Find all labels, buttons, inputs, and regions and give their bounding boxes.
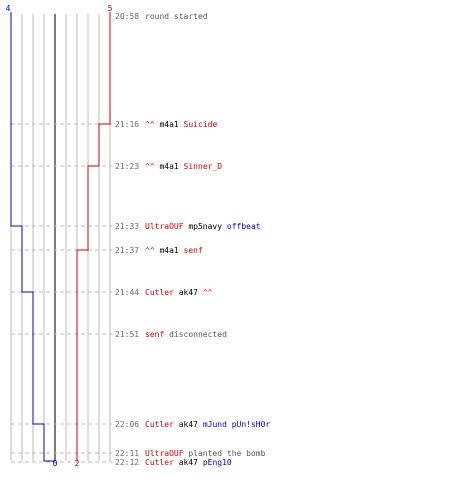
event-message: Cutler ak47 mJund pUn!sH0r (145, 420, 270, 429)
event-part: ^^ (145, 162, 155, 171)
event-part: planted the bomb (184, 449, 266, 458)
event-message: Cutler ak47 ^^ (145, 288, 213, 297)
red-end-count: 2 (75, 459, 80, 468)
event-part: Cutler (145, 458, 174, 467)
blue-team-count-line (10, 12, 55, 462)
event-part: Sinner_D (184, 162, 223, 171)
event-part: ^^ (145, 246, 155, 255)
event-message: Cutler ak47 pEng10 (145, 458, 232, 467)
event-part: senf (145, 330, 164, 339)
event-log: 20:58 round started 21:16 ^^ m4a1 Suicide 21… (115, 12, 270, 467)
event-part: ^^ (203, 288, 213, 297)
event-part: ak47 (174, 420, 203, 429)
event-part: pEng10 (203, 458, 232, 467)
red-team-count-line (76, 12, 111, 461)
event-part: UltraOUF (145, 449, 184, 458)
event-part: mp5navy (184, 222, 227, 231)
event-time: 22:11 (115, 449, 139, 458)
event-time: 21:16 (115, 120, 139, 129)
event-message: UltraOUF mp5navy offbeat (145, 222, 261, 231)
event-part: Cutler (145, 420, 174, 429)
red-start-count: 5 (108, 4, 113, 13)
event-time: 22:12 (115, 458, 139, 467)
event-part: ak47 (174, 288, 203, 297)
blue-end-count: 0 (53, 459, 58, 468)
event-part: Suicide (184, 120, 218, 129)
event-message: senf disconnected (145, 330, 227, 339)
event-message: ^^ m4a1 Sinner_D (145, 162, 222, 171)
event-part: Cutler (145, 288, 174, 297)
event-part: m4a1 (155, 246, 184, 255)
event-part: m4a1 (155, 120, 184, 129)
event-time: 21:33 (115, 222, 139, 231)
event-part: ak47 (174, 458, 203, 467)
event-time: 21:44 (115, 288, 139, 297)
player-count-lines (10, 12, 111, 462)
timeline-grid (10, 14, 111, 461)
event-time: 21:23 (115, 162, 139, 171)
event-time: 20:58 (115, 12, 139, 21)
event-time: 22:06 (115, 420, 139, 429)
event-part: ^^ (145, 120, 155, 129)
event-part: mJund pUn!sH0r (203, 420, 271, 429)
event-message: UltraOUF planted the bomb (145, 449, 266, 458)
event-time: 21:51 (115, 330, 139, 339)
event-message: ^^ m4a1 Suicide (145, 120, 217, 129)
event-part: disconnected (164, 330, 227, 339)
event-time: 21:37 (115, 246, 139, 255)
event-part: senf (184, 246, 203, 255)
event-part: round started (145, 12, 208, 21)
event-message: ^^ m4a1 senf (145, 246, 203, 255)
event-part: offbeat (227, 222, 261, 231)
event-part: UltraOUF (145, 222, 184, 231)
blue-start-count: 4 (6, 4, 11, 13)
event-part: m4a1 (155, 162, 184, 171)
event-message: round started (145, 12, 208, 21)
